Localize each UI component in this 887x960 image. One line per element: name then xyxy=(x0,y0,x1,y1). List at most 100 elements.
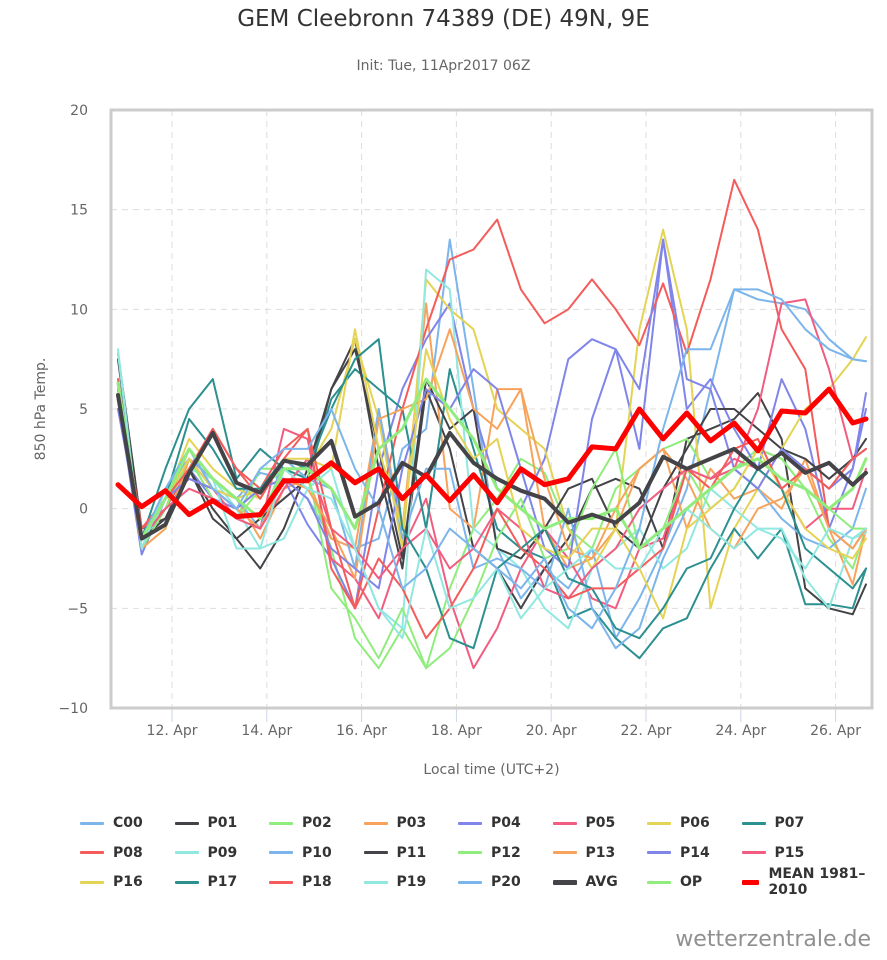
legend-swatch-icon xyxy=(741,821,766,825)
legend-item[interactable]: P09 xyxy=(174,842,238,864)
x-tick-label: 20. Apr xyxy=(526,723,577,739)
legend-label: P16 xyxy=(113,874,143,890)
legend-label: P07 xyxy=(774,815,805,831)
line-chart: −10 −5 0 5 10 15 20 12. Apr 14. Apr 16. Apr 18. A… xyxy=(33,103,874,778)
legend-swatch-icon xyxy=(647,880,671,884)
series-line-p20[interactable] xyxy=(117,288,867,630)
x-axis-ticks: 12. Apr 14. Apr 16. Apr 18. Apr 20. Apr 22. A… xyxy=(147,708,861,739)
legend-item[interactable]: P19 xyxy=(363,871,427,893)
legend-item[interactable]: P05 xyxy=(552,812,616,834)
legend-swatch-icon xyxy=(741,851,766,854)
x-tick-label: 24. Apr xyxy=(715,723,766,739)
legend-item[interactable]: P08 xyxy=(80,842,143,864)
legend-item[interactable]: P12 xyxy=(458,842,521,864)
series-line-p07[interactable] xyxy=(117,368,867,660)
legend-item[interactable]: P15 xyxy=(741,842,805,864)
legend-swatch-icon xyxy=(363,880,388,884)
legend-item[interactable]: P17 xyxy=(174,871,238,893)
series-line-p11[interactable] xyxy=(117,348,867,560)
legend-swatch-icon xyxy=(363,851,388,854)
legend-label: P19 xyxy=(396,874,427,890)
legend-label: P12 xyxy=(491,844,521,861)
legend-swatch-icon xyxy=(174,821,199,825)
legend-swatch-icon xyxy=(552,879,577,885)
legend-item[interactable]: P11 xyxy=(363,842,427,864)
legend-swatch-icon xyxy=(174,880,199,884)
legend-label: P11 xyxy=(396,844,427,861)
legend-swatch-icon xyxy=(552,821,577,825)
legend-label: P13 xyxy=(585,844,616,861)
legend-item[interactable]: C00 xyxy=(80,812,143,834)
y-tick-label: −10 xyxy=(58,701,88,717)
series-line-p08[interactable] xyxy=(117,178,867,610)
legend-swatch-icon xyxy=(647,821,671,825)
legend-swatch-icon xyxy=(269,851,293,854)
credits-link[interactable]: wetterzentrale.de xyxy=(675,927,871,952)
legend-swatch-icon xyxy=(647,851,671,854)
legend-label: P15 xyxy=(774,844,805,861)
legend-item[interactable]: P16 xyxy=(80,871,143,893)
legend-item[interactable]: P03 xyxy=(363,812,427,834)
x-tick-label: 16. Apr xyxy=(336,723,387,739)
legend-label: P06 xyxy=(680,815,710,831)
legend-item[interactable]: P04 xyxy=(458,812,521,834)
legend-label: P05 xyxy=(585,815,616,831)
legend-swatch-icon xyxy=(174,851,199,854)
series-layer xyxy=(115,178,869,670)
legend-label: OP xyxy=(680,874,703,890)
legend-label: P18 xyxy=(302,874,332,890)
x-tick-label: 12. Apr xyxy=(147,723,198,739)
series-line-mean-1981-2010[interactable] xyxy=(115,386,869,520)
series-line-c00[interactable] xyxy=(117,238,867,640)
series-line-p06[interactable] xyxy=(117,228,867,610)
legend-item[interactable]: AVG xyxy=(552,871,618,893)
legend-swatch-icon xyxy=(741,879,760,885)
legend-item[interactable]: P10 xyxy=(269,842,332,864)
plot-frame xyxy=(109,108,874,710)
legend-swatch-icon xyxy=(458,880,482,884)
legend-label: P02 xyxy=(302,815,332,831)
legend-label: AVG xyxy=(585,874,618,890)
legend-item[interactable]: P02 xyxy=(269,812,332,834)
series-line-p12[interactable] xyxy=(117,384,867,670)
legend-label: P17 xyxy=(207,874,238,890)
legend-item[interactable]: P13 xyxy=(552,842,616,864)
legend-item[interactable]: MEAN 1981–2010 xyxy=(741,866,871,898)
x-tick-label: 14. Apr xyxy=(241,723,292,739)
legend-label: P01 xyxy=(207,815,238,831)
legend-item[interactable]: P14 xyxy=(647,842,710,864)
y-axis-ticks: −10 −5 0 5 10 15 20 xyxy=(58,103,88,717)
legend-swatch-icon xyxy=(80,821,104,825)
x-tick-label: 26. Apr xyxy=(810,723,861,739)
legend-label: MEAN 1981–2010 xyxy=(768,866,866,898)
legend-item[interactable]: P18 xyxy=(269,871,332,893)
y-tick-label: 5 xyxy=(79,402,88,418)
legend-swatch-icon xyxy=(80,851,104,854)
legend-item[interactable]: OP xyxy=(647,871,702,893)
y-axis-title: 850 hPa Temp. xyxy=(33,358,49,461)
x-tick-label: 18. Apr xyxy=(431,723,482,739)
legend-swatch-icon xyxy=(458,851,482,854)
y-tick-label: 20 xyxy=(70,103,88,119)
y-tick-label: 10 xyxy=(70,302,88,318)
chart-subtitle: Init: Tue, 11Apr2017 06Z xyxy=(356,58,531,74)
legend-label: P04 xyxy=(491,815,521,831)
legend-label: P03 xyxy=(396,815,427,831)
y-tick-label: 0 xyxy=(79,502,88,518)
legend-swatch-icon xyxy=(552,851,577,854)
legend-item[interactable]: P06 xyxy=(647,812,710,834)
legend-item[interactable]: P01 xyxy=(174,812,238,834)
chart-title: GEM Cleebronn 74389 (DE) 49N, 9E xyxy=(237,6,650,32)
legend-label: P10 xyxy=(302,844,332,861)
legend-label: P09 xyxy=(207,844,238,861)
legend-swatch-icon xyxy=(363,821,388,825)
x-axis-title: Local time (UTC+2) xyxy=(423,762,559,778)
legend-item[interactable]: P07 xyxy=(741,812,805,834)
legend-item[interactable]: P20 xyxy=(458,871,521,893)
legend-label: P14 xyxy=(680,844,710,861)
series-line-avg[interactable] xyxy=(116,393,868,541)
legend-swatch-icon xyxy=(269,880,293,884)
legend-swatch-icon xyxy=(269,821,293,825)
y-tick-label: 15 xyxy=(70,203,88,219)
y-tick-label: −5 xyxy=(67,601,88,617)
